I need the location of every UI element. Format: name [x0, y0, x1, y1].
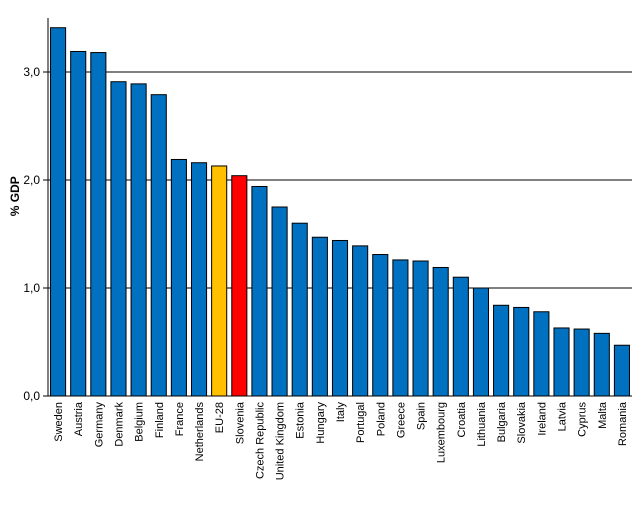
- x-tick-label: Cyprus: [577, 402, 589, 437]
- y-tick-label: 1,0: [23, 281, 40, 295]
- bar-denmark: [110, 81, 127, 397]
- bar-lithuania: [472, 287, 490, 397]
- x-tick-label: Germany: [93, 402, 105, 448]
- x-tick-label: EU-28: [214, 402, 226, 433]
- bar-latvia: [553, 327, 570, 397]
- x-tick-label: Czech Republic: [254, 402, 266, 480]
- x-tick-label: Hungary: [315, 402, 327, 444]
- bar-austria: [70, 50, 87, 397]
- x-tick-label: Romania: [617, 401, 629, 446]
- bar-united-kingdom: [271, 206, 288, 397]
- x-tick-label: Luxembourg: [436, 402, 448, 463]
- y-axis-title: % GDP: [8, 176, 22, 216]
- y-tick-label: 0,0: [23, 389, 40, 403]
- x-tick-label: Lithuania: [476, 401, 488, 447]
- axes: [43, 18, 632, 397]
- bars: [50, 27, 630, 397]
- bar-greece: [392, 259, 409, 397]
- x-tick-label: Italy: [335, 402, 347, 423]
- bar-poland: [372, 254, 389, 397]
- bar-belgium: [130, 83, 147, 397]
- bar-eu-28: [211, 165, 228, 397]
- bar-sweden: [50, 27, 67, 397]
- category-labels: Sweden Austria Germany Denmark Belgium Finlan…: [53, 401, 629, 480]
- x-tick-label: Malta: [597, 401, 609, 429]
- x-tick-label: Portugal: [355, 402, 367, 443]
- bar-hungary: [311, 236, 328, 397]
- x-tick-label: Finland: [154, 402, 166, 438]
- x-tick-label: Slovenia: [234, 401, 246, 444]
- bar-estonia: [291, 222, 308, 397]
- bar-slovakia: [513, 306, 530, 397]
- bar-italy: [331, 239, 349, 397]
- bar-bulgaria: [493, 304, 510, 397]
- y-tick-label: 2,0: [23, 173, 40, 187]
- x-tick-label: Poland: [375, 402, 387, 436]
- x-tick-label: France: [174, 402, 186, 436]
- x-tick-label: Ireland: [536, 402, 548, 436]
- x-tick-label: Estonia: [295, 401, 307, 439]
- x-tick-label: Slovakia: [516, 401, 528, 443]
- bar-croatia: [452, 276, 469, 397]
- x-tick-label: Bulgaria: [496, 401, 508, 442]
- y-tick-label: 3,0: [23, 65, 40, 79]
- bar-france: [170, 158, 187, 397]
- bar-ireland: [533, 311, 550, 397]
- x-tick-label: Latvia: [557, 401, 569, 431]
- bar-romania: [613, 344, 630, 397]
- x-tick-label: Spain: [416, 402, 428, 430]
- bar-portugal: [352, 245, 369, 397]
- bar-cyprus: [573, 328, 590, 397]
- y-tick-labels: 0,0 1,0 2,0 3,0: [23, 65, 40, 403]
- bar-slovenia: [231, 175, 248, 397]
- bar-finland: [150, 94, 167, 397]
- x-tick-label: Croatia: [456, 401, 468, 437]
- bar-spain: [412, 260, 429, 397]
- bar-netherlands: [190, 162, 208, 397]
- x-tick-label: United Kingdom: [275, 402, 287, 480]
- bar-germany: [90, 52, 107, 397]
- x-tick-label: Denmark: [113, 402, 125, 447]
- bar-luxembourg: [432, 266, 449, 397]
- x-tick-label: Sweden: [53, 402, 65, 442]
- x-tick-label: Netherlands: [194, 402, 206, 462]
- x-tick-label: Greece: [395, 402, 407, 438]
- bar-malta: [593, 332, 610, 397]
- x-tick-label: Austria: [73, 401, 85, 436]
- bar-czech-republic: [251, 185, 268, 397]
- x-tick-label: Belgium: [134, 402, 146, 442]
